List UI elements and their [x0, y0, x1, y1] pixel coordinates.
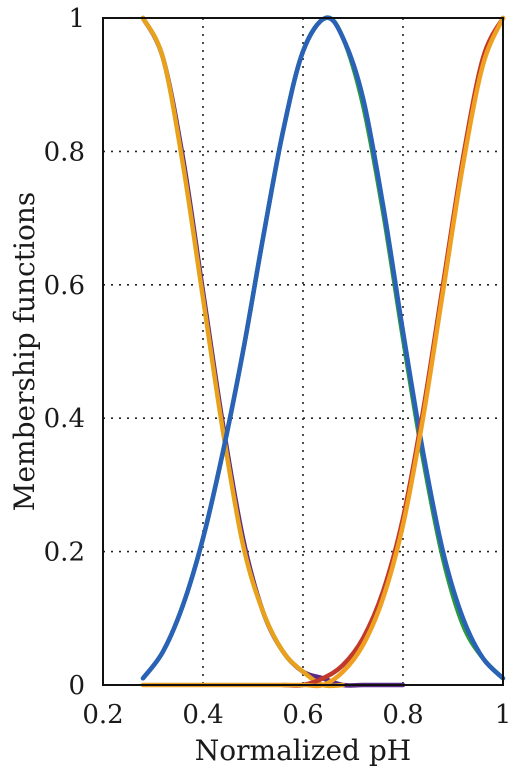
plot-frame	[102, 17, 504, 686]
grid	[103, 18, 503, 685]
plot-series	[140, 15, 506, 689]
series-line-2	[140, 15, 346, 689]
x-tick-label: 0.4	[182, 700, 223, 730]
x-tick-label: 0.8	[382, 700, 423, 730]
x-tick-label: 1	[495, 700, 511, 730]
y-tick-label: 1	[68, 4, 85, 34]
x-tick-label: 0.6	[282, 700, 323, 730]
y-axis-label: Membership functions	[8, 192, 41, 511]
x-tick-label: 0.2	[82, 700, 123, 730]
y-tick-label: 0.2	[44, 538, 85, 568]
x-axis-label: Normalized pH	[195, 734, 411, 767]
y-tick-label: 0.8	[44, 137, 85, 167]
y-tick-label: 0.4	[44, 404, 85, 434]
series-line-4	[140, 15, 506, 681]
y-tick-label: 0	[68, 671, 85, 701]
tick-labels: 0.2 0.4 0.6 0.8 100.20.40.60.81	[44, 4, 511, 730]
y-tick-label: 0.6	[44, 271, 85, 301]
